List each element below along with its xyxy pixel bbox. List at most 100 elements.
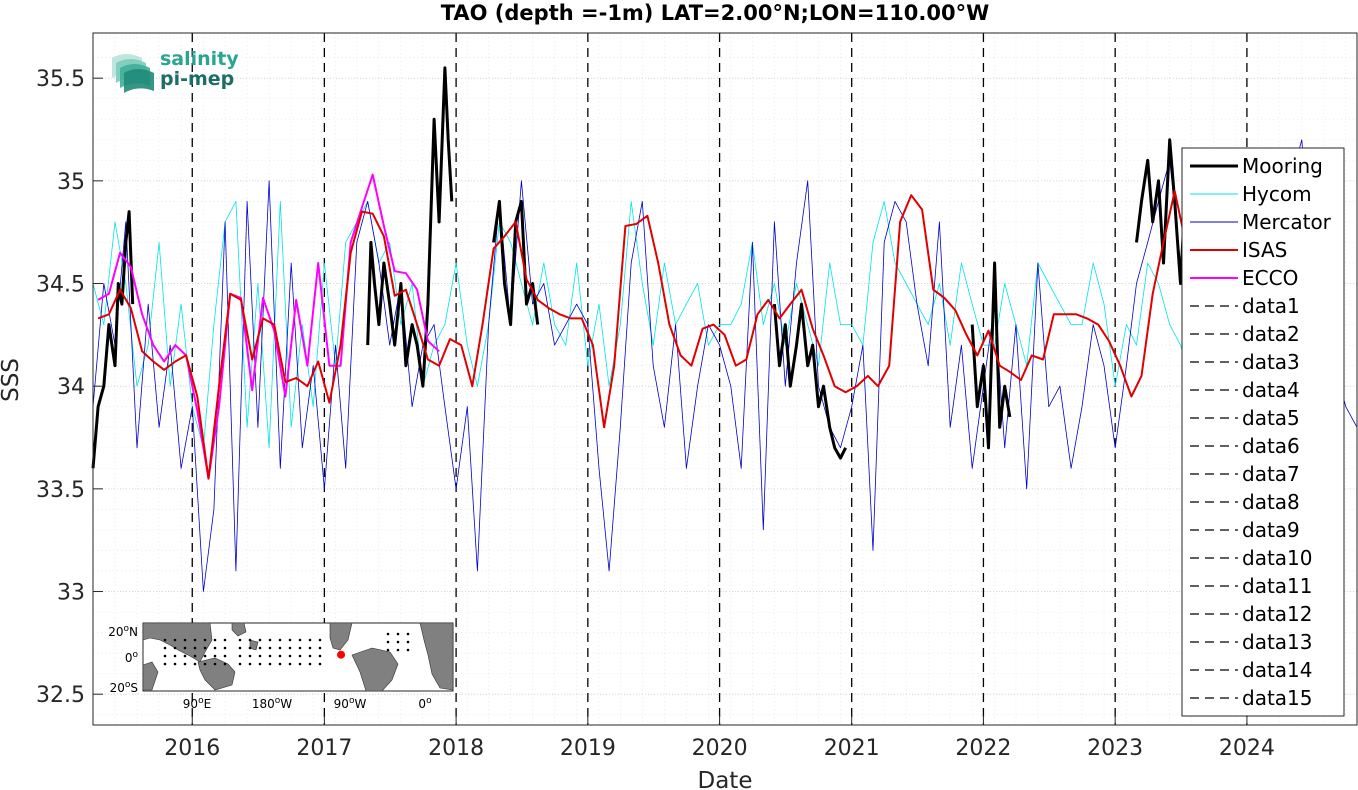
legend-label-data14: data14 <box>1242 658 1313 682</box>
series-mooring-line <box>366 66 454 388</box>
inset-map-mooring-dot <box>163 662 167 666</box>
inset-map-land <box>231 622 247 637</box>
inset-map-mooring-dot <box>268 638 272 642</box>
inset-map-mooring-dot <box>223 654 227 658</box>
inset-map-mooring-dot <box>318 662 322 666</box>
inset-map-degree-sign: o <box>349 696 355 706</box>
inset-map-mooring-dot <box>173 662 177 666</box>
inset-map-location-marker <box>337 650 346 659</box>
chart-title: TAO (depth =-1m) LAT=2.00°N;LON=110.00°W <box>441 1 990 25</box>
inset-map-lon-hemisphere: E <box>204 697 212 711</box>
inset-map-lat-label: 20oS <box>110 680 138 695</box>
inset-map-mooring-dot <box>238 654 242 658</box>
inset-map-mooring-dot <box>278 638 282 642</box>
x-tick-label: 2020 <box>692 736 748 761</box>
legend-label-data6: data6 <box>1242 434 1300 458</box>
inset-map-mooring-dot <box>308 646 312 650</box>
legend-label-data8: data8 <box>1242 490 1300 514</box>
inset-map-land <box>197 657 236 691</box>
inset-map-mooring-dot <box>288 654 292 658</box>
inset-map-degree-sign: o <box>426 696 432 706</box>
y-tick-label: 34.5 <box>36 273 85 298</box>
inset-map-lat-label: 20oN <box>108 624 138 639</box>
inset-map-mooring-dot <box>298 654 302 658</box>
inset-map-lon-label: 90oE <box>183 696 211 711</box>
inset-map-mooring-dot <box>203 662 207 666</box>
legend-label-data4: data4 <box>1242 378 1300 402</box>
x-tick-label: 2017 <box>296 736 352 761</box>
inset-map-mooring-dot <box>223 638 227 642</box>
inset-map-mooring-dot <box>258 654 262 658</box>
inset-map-degree-sign: o <box>198 696 204 706</box>
inset-map-mooring-dot <box>318 654 322 658</box>
inset-map-mooring-dot <box>268 662 272 666</box>
inset-map-lon-hemisphere: W <box>280 697 292 711</box>
legend-label-data2: data2 <box>1242 322 1300 346</box>
inset-map-mooring-dot <box>278 662 282 666</box>
series-mooring-line <box>772 302 847 460</box>
inset-map-mooring-dot <box>193 646 197 650</box>
inset-map-mooring-dot <box>213 654 217 658</box>
legend-label-data11: data11 <box>1242 574 1313 598</box>
inset-map-mooring-dot <box>308 638 312 642</box>
y-tick-label: 35 <box>57 170 85 195</box>
inset-map-mooring-dot <box>223 662 227 666</box>
inset-map-mooring-dot <box>183 638 187 642</box>
x-axis-label: Date <box>698 768 753 790</box>
inset-map-mooring-dot <box>318 638 322 642</box>
inset-map-mooring-dot <box>318 646 322 650</box>
legend-label-mercator: Mercator <box>1242 210 1332 234</box>
inset-map-mooring-dot <box>248 662 252 666</box>
series-hycom-line <box>92 200 1193 449</box>
legend-label-data5: data5 <box>1242 406 1300 430</box>
axes-background <box>93 33 1357 725</box>
inset-map-mooring-dot <box>183 662 187 666</box>
inset-map-mooring-dot <box>193 638 197 642</box>
logo-wave-shape <box>124 69 154 93</box>
inset-map-mooring-dot <box>288 646 292 650</box>
legend-label-data15: data15 <box>1242 686 1313 710</box>
inset-map-mooring-dot <box>193 654 197 658</box>
inset-map-mooring-dot <box>223 646 227 650</box>
y-tick-label: 35.5 <box>36 67 85 92</box>
inset-map-lat-hemisphere: N <box>129 625 138 639</box>
inset-map-mooring-dot <box>308 662 312 666</box>
inset-map-land <box>142 661 159 691</box>
x-tick-label: 2024 <box>1219 736 1275 761</box>
x-tick-label: 2023 <box>1087 736 1143 761</box>
legend-label-data7: data7 <box>1242 462 1300 486</box>
inset-map-degree-sign: o <box>275 696 281 706</box>
legend-label-data1: data1 <box>1242 294 1300 318</box>
inset-map-mooring-dot <box>386 632 390 636</box>
inset-map-mooring-dot <box>238 638 242 642</box>
x-tick-label: 2021 <box>824 736 880 761</box>
legend-label-data3: data3 <box>1242 350 1300 374</box>
inset-map-mooring-dot <box>203 646 207 650</box>
inset-map-mooring-dot <box>238 646 242 650</box>
inset-map-mooring-dot <box>396 648 400 652</box>
plot-area: 32.5 33 33.5 34 34.5 35 35.5 2016 2017 2018 2019 20… <box>36 32 1358 761</box>
inset-map-mooring-dot <box>183 654 187 658</box>
inset-map-land <box>419 622 454 691</box>
inset-map-lon-hemisphere: W <box>354 697 366 711</box>
inset-map-mooring-dot <box>213 646 217 650</box>
inset-map-mooring-dot <box>203 654 207 658</box>
inset-map-mooring-dot <box>213 638 217 642</box>
legend-label-ecco: ECCO <box>1242 266 1298 290</box>
inset-map-mooring-dot <box>406 640 410 644</box>
legend-label-data13: data13 <box>1242 630 1313 654</box>
inset-map-land <box>142 622 213 663</box>
legend-label-data9: data9 <box>1242 518 1300 542</box>
inset-map-mooring-dot <box>163 654 167 658</box>
inset-map-mooring-dot <box>386 640 390 644</box>
inset-map-mooring-dot <box>238 662 242 666</box>
series-isas-line <box>97 190 1187 480</box>
inset-map-mooring-dot <box>173 638 177 642</box>
inset-map-mooring-dot <box>288 638 292 642</box>
inset-map-lon-label: 90oW <box>334 696 367 711</box>
inset-map-mooring-dot <box>163 638 167 642</box>
legend: Mooring Hycom Mercator ISAS ECCO data1 data2 da… <box>1181 147 1345 717</box>
inset-map-mooring-dot <box>396 640 400 644</box>
